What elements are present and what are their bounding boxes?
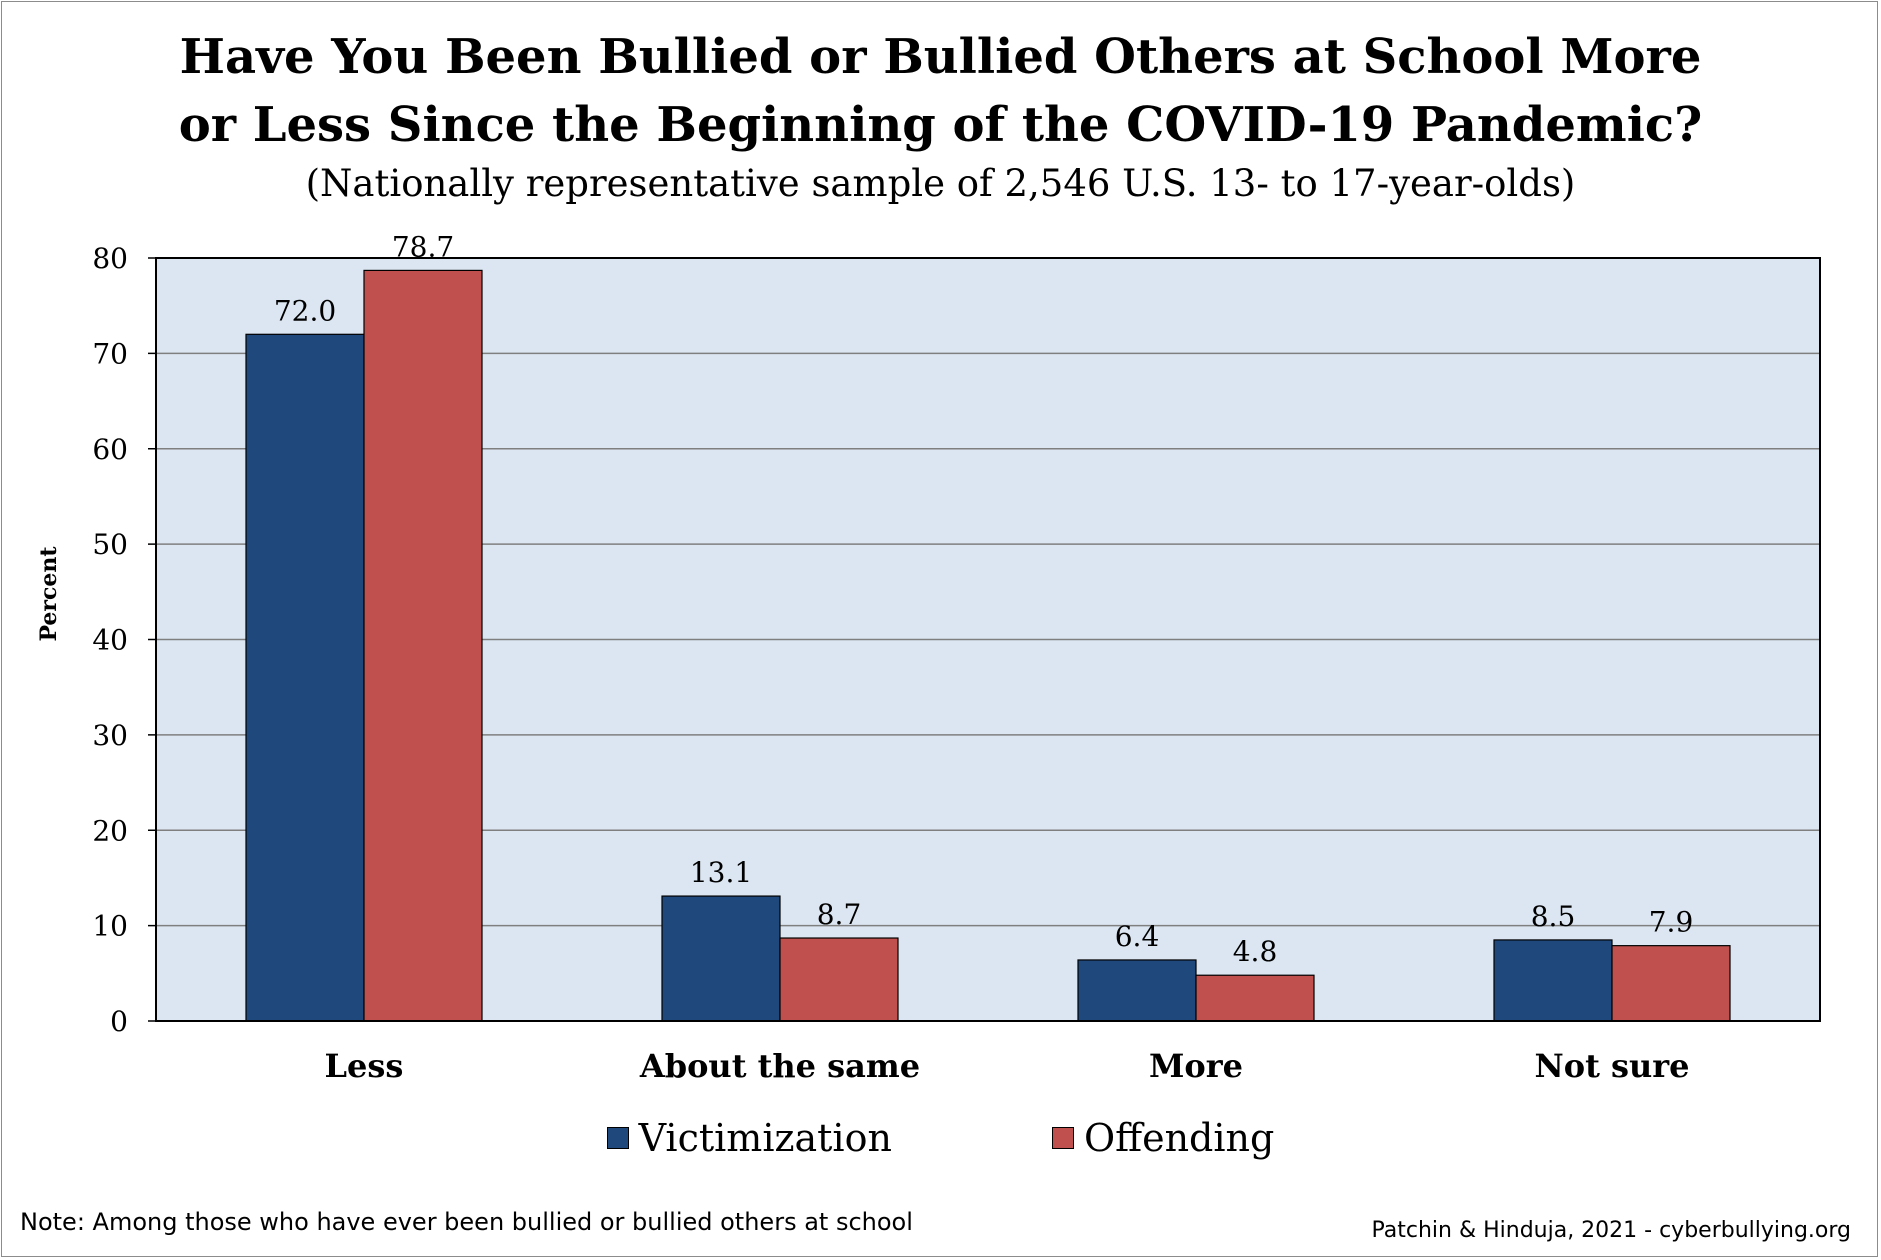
bar-offending-0: [363, 269, 483, 1022]
y-tick-label: 30: [92, 719, 128, 752]
data-labels: 72.078.713.18.76.4 4.88.5 7.9: [274, 230, 1693, 968]
bar-offending-2: [1195, 974, 1315, 1022]
data-label: 8.7: [817, 898, 862, 931]
data-label: 8.5: [1531, 900, 1576, 933]
y-tick-label: 20: [92, 814, 128, 847]
x-tick-label: More: [1149, 1047, 1243, 1085]
x-tick-label: Not sure: [1534, 1047, 1689, 1085]
y-tick-label: 60: [92, 433, 128, 466]
data-label: 13.1: [690, 856, 752, 889]
y-tick-label: 0: [110, 1005, 128, 1038]
y-tick-label: 40: [92, 624, 128, 657]
chart-title-line-2: or Less Since the Beginning of the COVID…: [178, 97, 1703, 153]
legend: Victimization Offending: [0, 1110, 1881, 1166]
y-tick-label: 70: [92, 337, 128, 370]
bar-victimization-0: [245, 333, 365, 1022]
y-axis-label: Percent: [36, 546, 62, 642]
legend-item-offending: Offending: [1051, 1116, 1275, 1160]
data-label: 6.4: [1115, 920, 1160, 953]
x-axis-labels: Less About the same More Not sure: [325, 1047, 1690, 1085]
bar-offending-1: [779, 937, 899, 1022]
legend-label-victimization: Victimization: [638, 1116, 892, 1160]
legend-swatch-victimization: [606, 1127, 629, 1149]
bar-victimization-1: [661, 895, 781, 1022]
legend-label-offending: Offending: [1083, 1116, 1275, 1160]
data-label: 4.8: [1233, 935, 1278, 968]
y-tick-label: 50: [92, 528, 128, 561]
y-axis-ticks: 0 10 20 30 40 50 60 70 80: [92, 242, 156, 1038]
y-tick-label: 10: [92, 910, 128, 943]
legend-swatch-offending: [1051, 1127, 1074, 1149]
footnote: Note: Among those who have ever been bul…: [20, 1208, 913, 1236]
data-label: 7.9: [1649, 906, 1694, 939]
bar-offending-3: [1611, 945, 1731, 1022]
y-tick-label: 80: [92, 242, 128, 275]
bar-victimization-2: [1077, 959, 1197, 1022]
bar-victimization-3: [1493, 939, 1613, 1022]
data-label: 72.0: [274, 294, 336, 327]
source-credit: Patchin & Hinduja, 2021 - cyberbullying.…: [1371, 1218, 1851, 1243]
legend-item-victimization: Victimization: [606, 1116, 892, 1160]
bars: [245, 269, 1731, 1022]
x-tick-label: Less: [325, 1047, 404, 1085]
chart-subtitle: (Nationally representative sample of 2,5…: [305, 162, 1576, 205]
chart-title-line-1: Have You Been Bullied or Bullied Others …: [179, 29, 1702, 85]
x-tick-label: About the same: [639, 1047, 920, 1085]
